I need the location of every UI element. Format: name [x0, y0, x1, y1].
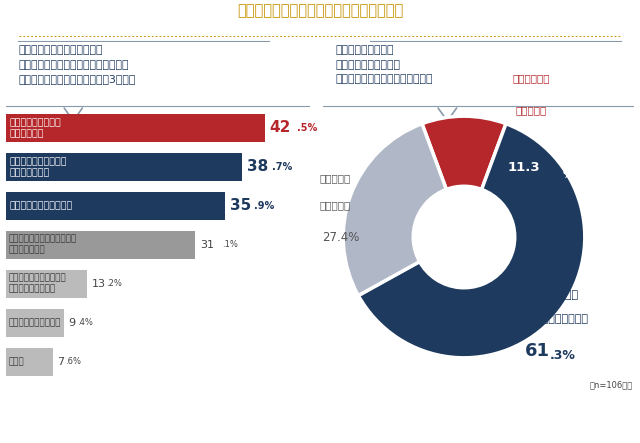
FancyBboxPatch shape	[6, 270, 86, 298]
Text: 起業・独立: 起業・独立	[319, 174, 351, 183]
Text: VENTURE-SUPPORT: VENTURE-SUPPORT	[463, 408, 624, 424]
Text: ある程度、: ある程度、	[546, 291, 579, 300]
Wedge shape	[358, 124, 585, 358]
Text: .4%: .4%	[77, 318, 93, 327]
Text: したくない: したくない	[319, 200, 351, 210]
Text: 35: 35	[230, 198, 251, 214]
Text: 独立したい: 独立したい	[516, 105, 547, 115]
Text: .5%: .5%	[297, 123, 317, 133]
Text: 7: 7	[58, 357, 65, 366]
FancyBboxPatch shape	[6, 309, 63, 337]
Text: 人手が集まらなかった: 人手が集まらなかった	[8, 318, 61, 327]
Text: （調査概要:「起業・独立」についての実態調査）
・調査期間:2022年5月18日（水）〜2022年5月19日（木）　　・調査方法:インターネット調査
・調査人数: （調査概要:「起業・独立」についての実態調査） ・調査期間:2022年5月18日…	[10, 386, 209, 418]
Text: 起業・独立したい: 起業・独立したい	[536, 315, 589, 324]
Text: .1%: .1%	[222, 240, 238, 249]
Text: その他: その他	[8, 357, 24, 366]
Text: 11.3: 11.3	[508, 161, 540, 175]
Wedge shape	[343, 124, 446, 295]
Text: 資金調達が困難になった: 資金調達が困難になった	[10, 201, 73, 210]
Text: 過去に起業・独立を検討していた方に調査: 過去に起業・独立を検討していた方に調査	[237, 3, 403, 18]
FancyBboxPatch shape	[6, 231, 195, 259]
Text: .3%: .3%	[550, 349, 576, 362]
Text: 38: 38	[246, 159, 268, 175]
Text: .2%: .2%	[106, 279, 122, 288]
Text: 起業後にうまくやっていける
自信がなかった: 起業後にうまくやっていける 自信がなかった	[8, 235, 76, 255]
Text: とても起業・: とても起業・	[513, 73, 550, 83]
Text: 27.4%: 27.4%	[323, 230, 360, 244]
FancyBboxPatch shape	[6, 347, 52, 376]
Text: 31: 31	[200, 240, 214, 250]
FancyBboxPatch shape	[6, 153, 242, 181]
Text: 過去に検討していたものの、
起業・独立に至らなかった理由として
近いものはどれですか？（上位3つ迄）: 過去に検討していたものの、 起業・独立に至らなかった理由として 近いものはどれで…	[19, 45, 136, 84]
Text: （n=106人）: （n=106人）	[589, 381, 633, 389]
Text: %: %	[563, 170, 572, 179]
Text: .7%: .7%	[273, 162, 292, 172]
Text: 起業に必要な知識が
不足していた: 起業に必要な知識が 不足していた	[10, 118, 61, 138]
Text: 61: 61	[525, 342, 550, 360]
FancyBboxPatch shape	[6, 192, 225, 220]
Text: .6%: .6%	[65, 357, 81, 366]
Wedge shape	[422, 116, 506, 190]
FancyBboxPatch shape	[6, 114, 265, 142]
Text: 13: 13	[92, 279, 106, 289]
Text: 42: 42	[269, 120, 291, 136]
Text: 材料費の高騰など周囲の
環境に変化があった: 材料費の高騰など周囲の 環境に変化があった	[8, 274, 66, 294]
Text: 9: 9	[68, 318, 76, 328]
Text: 起業そのものに対する
不安が強かった: 起業そのものに対する 不安が強かった	[10, 157, 67, 177]
Text: .9%: .9%	[254, 201, 275, 211]
Text: 至らなかった理由が
解決するようであれば
起業・独立したいと思いますか？: 至らなかった理由が 解決するようであれば 起業・独立したいと思いますか？	[335, 45, 433, 84]
